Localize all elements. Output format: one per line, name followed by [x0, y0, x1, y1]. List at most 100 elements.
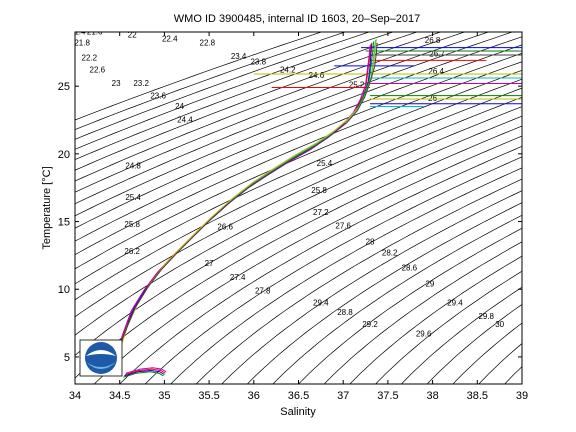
- contour-label: 23.4: [231, 52, 247, 61]
- contour-line-9: [75, 36, 522, 217]
- contour-line-1: [75, 32, 347, 130]
- contour-label: 22.2: [82, 53, 98, 62]
- x-tick-label: 36: [248, 390, 260, 402]
- x-tick-label: 35.5: [198, 390, 219, 402]
- contour-label: 26.7: [429, 49, 445, 58]
- contour-line-27: [272, 214, 522, 384]
- contour-label: 23.6: [150, 91, 166, 100]
- contour-line-14: [75, 78, 522, 285]
- contour-label: 23: [112, 79, 121, 88]
- y-axis-ticks: 5 10 15 20 25: [58, 81, 522, 364]
- contour-line-20: [93, 135, 522, 384]
- contour-line-32: [400, 286, 522, 384]
- contour-label: 21.8: [74, 39, 90, 48]
- contour-label: 22.6: [90, 66, 106, 75]
- noaa-logo: [79, 339, 123, 377]
- contour-label: 25.4: [125, 193, 141, 202]
- x-tick-label: 34: [69, 390, 81, 402]
- profile-spikes: [253, 47, 522, 107]
- contour-label: 24.2: [280, 66, 296, 75]
- x-tick-label: 37: [337, 390, 349, 402]
- contour-label: 28.2: [382, 248, 398, 257]
- contour-line-0: [75, 32, 323, 121]
- contour-label: 21.6: [87, 28, 103, 37]
- x-tick-label: 35: [158, 390, 170, 402]
- contour-label: 22: [128, 30, 137, 39]
- contour-label: 25.8: [311, 186, 327, 195]
- density-contours: [75, 32, 522, 384]
- contour-label: 26.6: [217, 223, 233, 232]
- contour-line-3: [75, 32, 394, 150]
- x-axis-label: Salinity: [280, 406, 316, 418]
- density-contour-labels: 21.4 21.6 21.8 22 22.2 22.4 22.6 22.8 23 23.2 23.4…: [74, 28, 505, 339]
- bottom-profile-1: [124, 368, 166, 375]
- bottom-profile-2: [123, 371, 164, 378]
- contour-line-33: [426, 304, 522, 384]
- contour-line-31: [375, 270, 522, 384]
- profile-line-6: [119, 42, 378, 347]
- contour-line-5: [75, 32, 442, 171]
- contour-label: 22.8: [200, 39, 216, 48]
- contour-line-28: [298, 227, 522, 384]
- x-tick-label: 36.5: [288, 390, 309, 402]
- y-tick-label: 25: [58, 81, 70, 93]
- logo-bird: [86, 350, 116, 356]
- contour-label: 24.6: [309, 71, 325, 80]
- contour-label: 24.8: [125, 162, 141, 171]
- contour-label: 26.2: [124, 247, 140, 256]
- x-axis-ticks: 34 34.5 35 35.5 36 36.5 37 37.5 38 38.5 39: [69, 32, 528, 402]
- x-tick-label: 34.5: [109, 390, 130, 402]
- contour-label: 23.2: [133, 79, 149, 88]
- contour-line-10: [75, 44, 522, 229]
- contour-line-18: [75, 115, 522, 356]
- contour-line-24: [195, 178, 522, 384]
- contour-line-15: [75, 87, 522, 301]
- contour-line-6: [75, 32, 466, 182]
- bottom-profile-3: [125, 367, 167, 374]
- contour-line-11: [75, 52, 522, 242]
- y-tick-label: 20: [58, 149, 70, 161]
- contour-line-16: [75, 96, 522, 318]
- contour-label: 28.8: [337, 308, 353, 317]
- contour-label: 25.8: [124, 220, 140, 229]
- contour-label: 27.6: [335, 221, 351, 230]
- contour-label: 29.6: [416, 330, 432, 339]
- contour-line-30: [349, 255, 522, 384]
- contour-label: 28.6: [402, 263, 418, 272]
- contour-line-4: [75, 32, 418, 160]
- y-axis-label: Temperature [°C]: [41, 166, 53, 249]
- contour-line-22: [144, 156, 522, 384]
- x-tick-label: 38.5: [467, 390, 488, 402]
- contour-label: 22.4: [162, 34, 178, 43]
- contour-line-26: [246, 202, 522, 384]
- y-tick-label: 5: [64, 352, 70, 364]
- contour-label: 24: [175, 102, 184, 111]
- contour-line-23: [170, 167, 522, 384]
- contour-line-17: [75, 106, 522, 336]
- x-tick-label: 38: [426, 390, 438, 402]
- contour-label: 27.2: [313, 208, 329, 217]
- contour-label: 29.4: [313, 298, 329, 307]
- contour-line-34: [452, 322, 522, 384]
- contour-line-12: [75, 61, 522, 256]
- contour-line-13: [75, 69, 522, 270]
- contour-label: 30: [495, 320, 504, 329]
- contour-label: 29.8: [478, 312, 494, 321]
- y-tick-label: 15: [58, 217, 70, 229]
- contour-label: 25.2: [349, 81, 365, 90]
- x-tick-label: 39: [516, 390, 528, 402]
- x-tick-label: 37.5: [377, 390, 398, 402]
- logo-wave: [86, 362, 116, 369]
- contour-label: 27.4: [230, 273, 246, 282]
- contour-label: 27.8: [255, 286, 271, 295]
- contour-label: 23.8: [250, 57, 266, 66]
- contour-label: 27: [205, 259, 214, 268]
- bottom-profile-0: [124, 369, 165, 377]
- contour-line-19: [75, 125, 522, 379]
- y-tick-label: 10: [58, 284, 70, 296]
- contour-line-21: [119, 145, 522, 384]
- contour-line-2: [75, 32, 371, 140]
- contour-label: 28: [366, 238, 375, 247]
- contour-label: 24.4: [177, 116, 193, 125]
